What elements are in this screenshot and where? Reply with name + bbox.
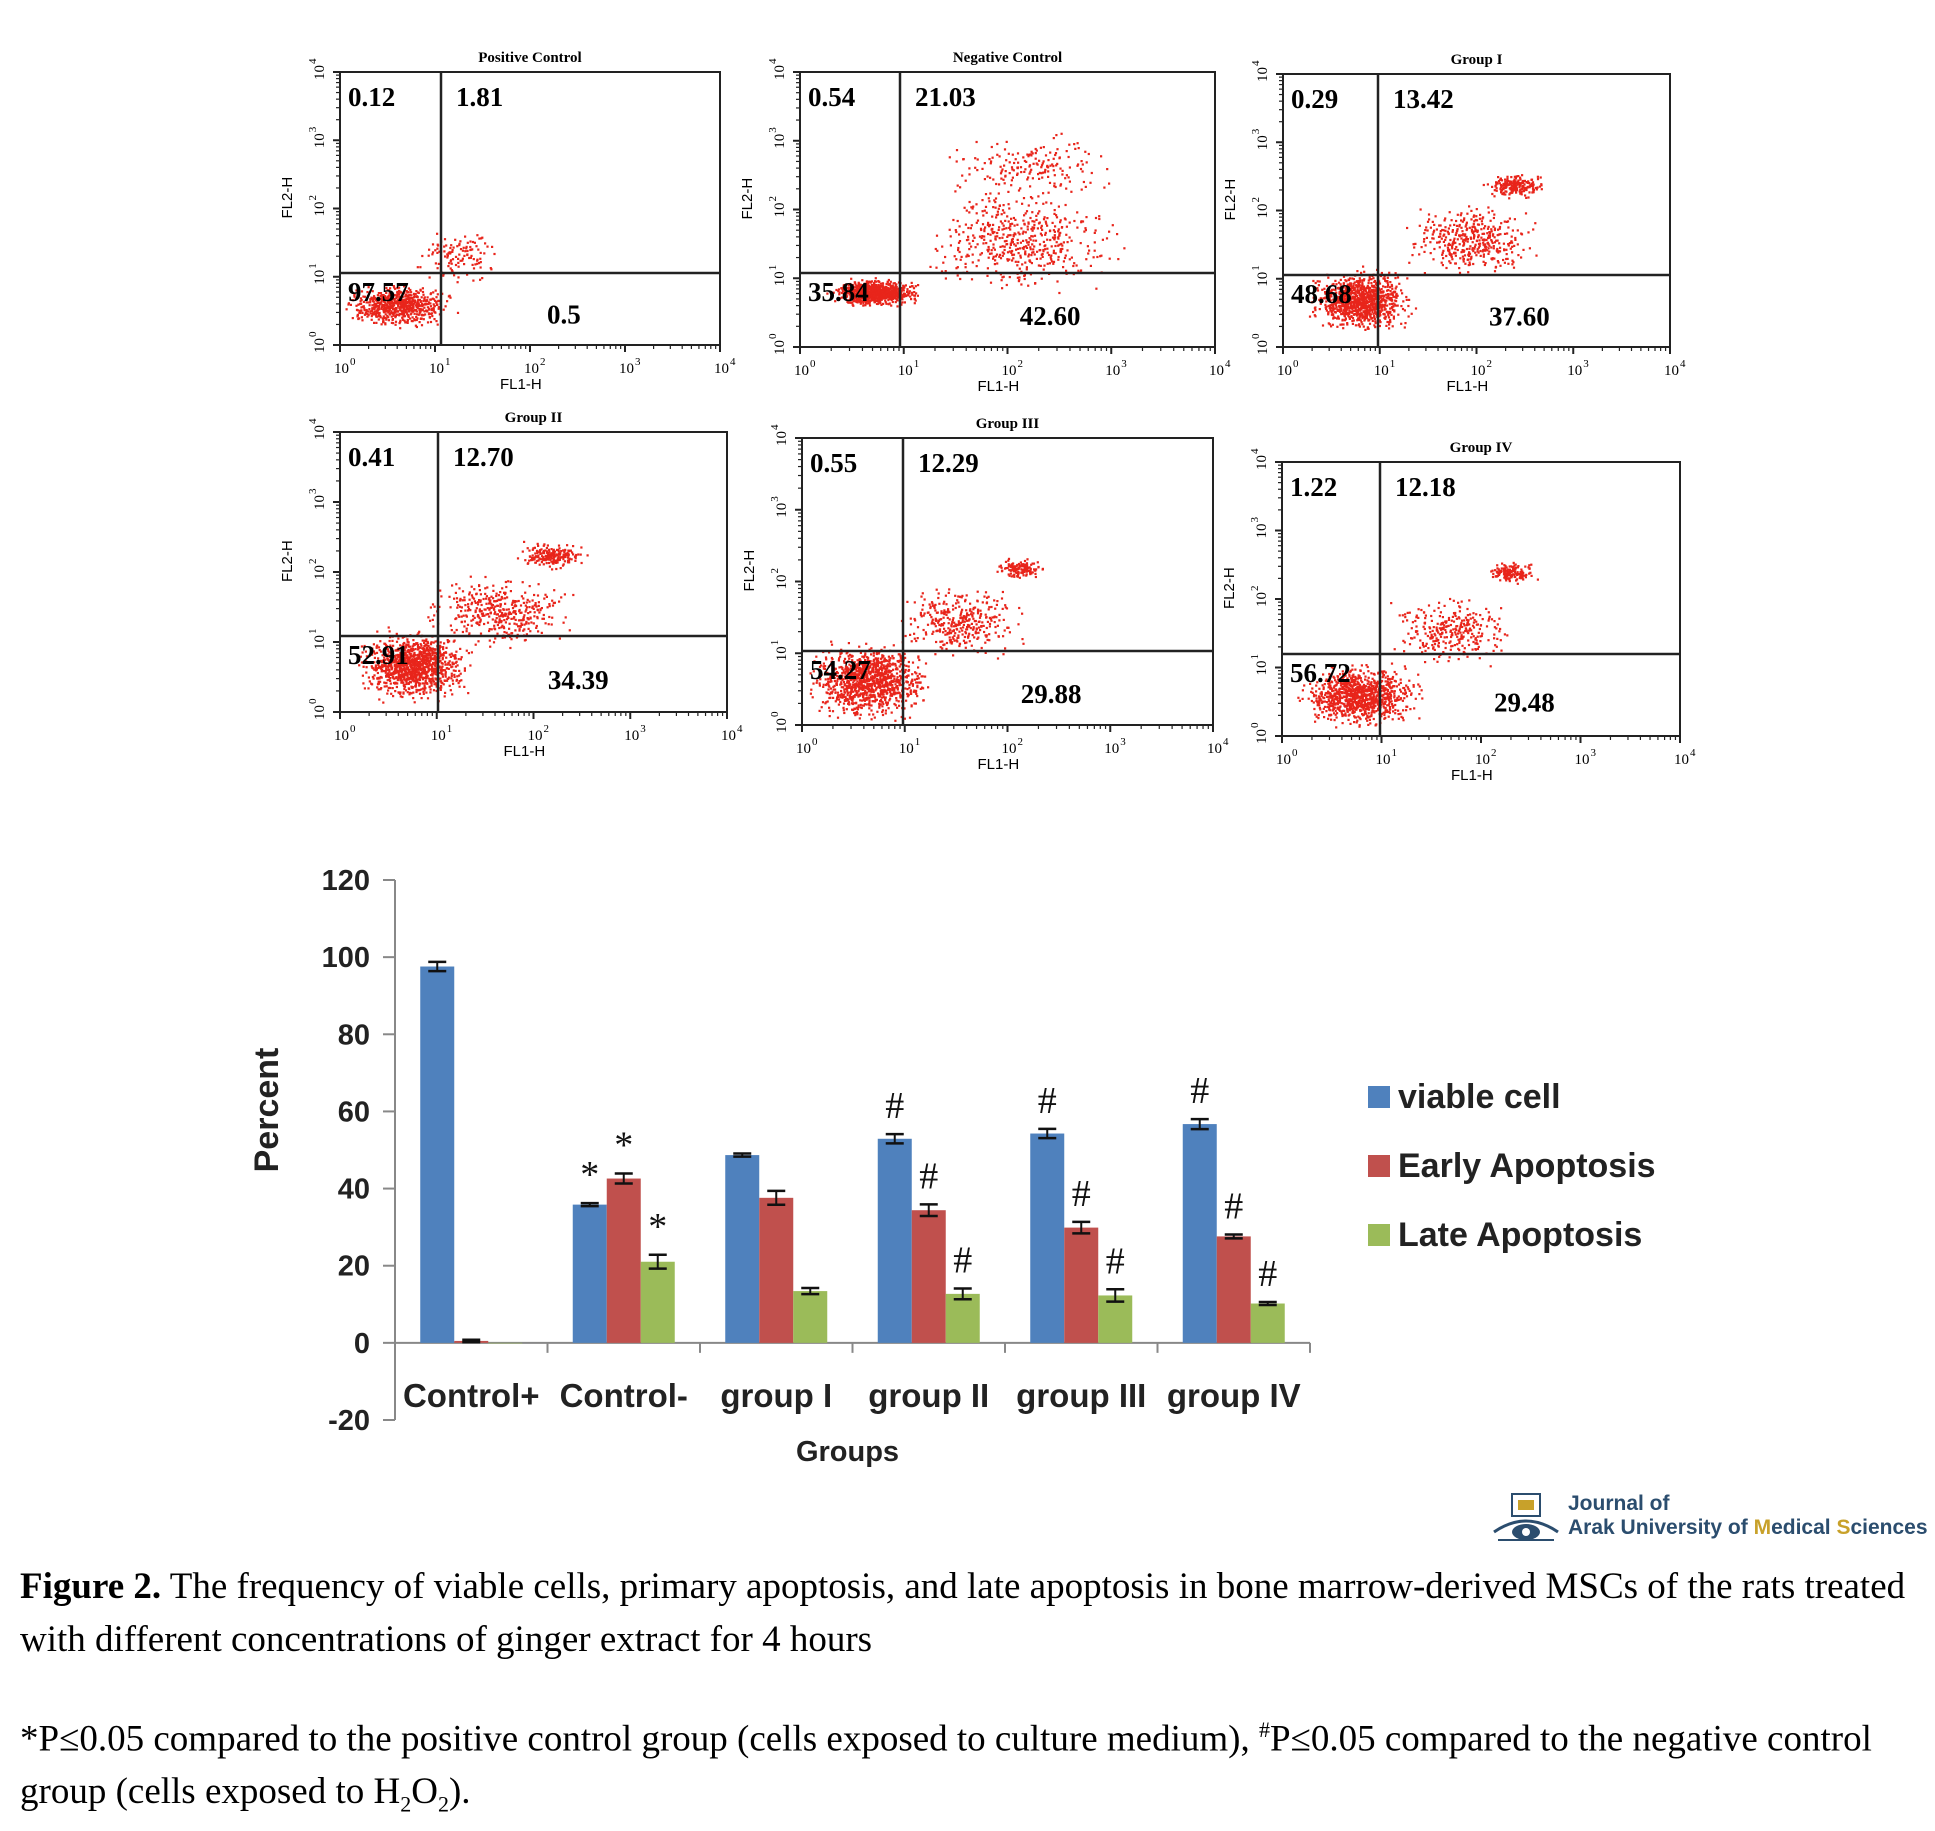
category-label: Control- [560, 1377, 688, 1414]
legend-swatch [1368, 1086, 1390, 1108]
logo-line1: Journal of [1568, 1492, 1928, 1516]
significance-marker: # [1224, 1185, 1243, 1227]
y-tick-label: 40 [338, 1174, 370, 1206]
logo-line2: Arak University of Medical Sciences [1568, 1516, 1928, 1540]
category-label: group IV [1167, 1377, 1301, 1414]
y-tick-label: 80 [338, 1019, 370, 1051]
y-axis-label: Percent [248, 1048, 286, 1173]
bar [573, 1205, 607, 1343]
journal-logo: Journal of Arak University of Medical Sc… [1488, 1488, 1928, 1558]
category-label: group I [720, 1377, 832, 1414]
bar [946, 1294, 980, 1343]
legend-label: viable cell [1398, 1078, 1561, 1116]
y-tick-label: 0 [354, 1328, 370, 1360]
y-tick-label: 100 [322, 942, 370, 974]
significance-marker: # [919, 1155, 938, 1197]
legend-label: Late Apoptosis [1398, 1216, 1642, 1254]
logo-text: Journal of Arak University of Medical Sc… [1568, 1492, 1928, 1540]
significance-marker: # [1190, 1070, 1209, 1112]
significance-marker: # [1106, 1240, 1125, 1282]
category-label: group II [868, 1377, 989, 1414]
bar [607, 1179, 641, 1343]
significance-marker: # [953, 1239, 972, 1281]
bar [1217, 1236, 1251, 1342]
y-tick-label: 20 [338, 1251, 370, 1283]
legend-swatch [1368, 1224, 1390, 1246]
category-label: group III [1016, 1377, 1146, 1414]
bar [1183, 1124, 1217, 1343]
caption-label: Figure 2. [20, 1566, 161, 1607]
significance-marker: # [1072, 1173, 1091, 1215]
bar [725, 1155, 759, 1343]
x-axis-label: Groups [796, 1436, 899, 1468]
bar [1064, 1228, 1098, 1343]
significance-marker: * [614, 1125, 633, 1167]
caption-text: The frequency of viable cells, primary a… [20, 1566, 1905, 1660]
bar [1030, 1134, 1064, 1343]
significance-marker: * [648, 1206, 667, 1248]
bar [912, 1210, 946, 1343]
bar-chart: -20 0 20 40 60 80 100 120 Control+ Control-group … [248, 865, 1656, 1468]
bar [488, 1343, 522, 1344]
y-tick-label: 60 [338, 1096, 370, 1128]
category-label: Control+ [403, 1377, 540, 1414]
significance-marker: # [1038, 1080, 1057, 1122]
y-tick-label: 120 [322, 865, 370, 897]
legend-label: Early Apoptosis [1398, 1147, 1656, 1185]
bar [878, 1139, 912, 1343]
significance-marker: # [885, 1085, 904, 1127]
bar [641, 1262, 675, 1343]
significance-marker: * [580, 1154, 599, 1196]
bar [759, 1198, 793, 1343]
figure-caption: Figure 2. The frequency of viable cells,… [20, 1560, 1920, 1666]
bar [1251, 1304, 1285, 1343]
bar [420, 967, 454, 1343]
bar [793, 1291, 827, 1343]
y-tick-label: -20 [328, 1405, 370, 1437]
legend-swatch [1368, 1155, 1390, 1177]
legend: viable cell Early Apoptosis Late Apoptosis [1368, 1078, 1656, 1254]
significance-marker: # [1258, 1253, 1277, 1295]
logo-emblem-icon [1488, 1488, 1564, 1548]
